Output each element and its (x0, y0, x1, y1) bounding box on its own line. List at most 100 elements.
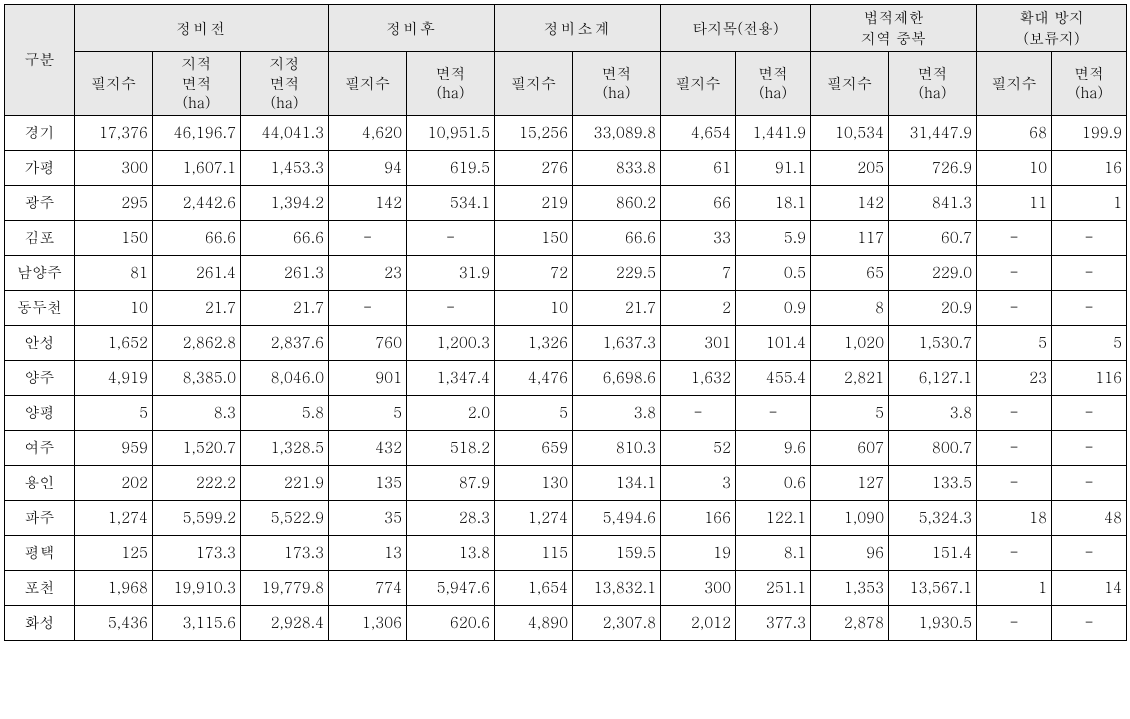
data-cell: 1,090 (811, 500, 889, 535)
data-cell: 125 (75, 535, 153, 570)
data-cell: 122.1 (736, 500, 811, 535)
data-cell: 1,347.4 (407, 360, 495, 395)
data-cell: 251.1 (736, 570, 811, 605)
header-area-6: 면적 (ha) (1052, 52, 1127, 116)
data-cell: 4,620 (329, 115, 407, 150)
data-cell: 0.5 (736, 255, 811, 290)
header-cadastral-area: 지적 면적 (ha) (153, 52, 241, 116)
header-parcels-6: 필지수 (977, 52, 1052, 116)
row-label: 양주 (5, 360, 75, 395)
table-row: 광주2952,442.61,394.2142534.1219860.26618.… (5, 185, 1127, 220)
data-cell: 3.8 (573, 395, 661, 430)
row-label: 남양주 (5, 255, 75, 290)
data-cell: 2 (661, 290, 736, 325)
data-cell: 115 (495, 535, 573, 570)
data-cell: 101.4 (736, 325, 811, 360)
data-cell: 116 (1052, 360, 1127, 395)
data-cell: - (1052, 395, 1127, 430)
data-cell: 3 (661, 465, 736, 500)
data-cell: - (977, 255, 1052, 290)
data-cell: 261.4 (153, 255, 241, 290)
data-cell: 10,534 (811, 115, 889, 150)
data-cell: 8,385.0 (153, 360, 241, 395)
data-cell: - (1052, 430, 1127, 465)
data-cell: 33,089.8 (573, 115, 661, 150)
data-cell: - (977, 430, 1052, 465)
data-cell: 1 (1052, 185, 1127, 220)
data-cell: 5.9 (736, 220, 811, 255)
data-cell: - (977, 535, 1052, 570)
data-cell: 432 (329, 430, 407, 465)
data-cell: 229.5 (573, 255, 661, 290)
data-cell: 1,353 (811, 570, 889, 605)
data-cell: 5,599.2 (153, 500, 241, 535)
table-row: 동두천1021.721.7--1021.720.9820.9-- (5, 290, 1127, 325)
table-row: 김포15066.666.6--15066.6335.911760.7-- (5, 220, 1127, 255)
data-cell: 1,530.7 (889, 325, 977, 360)
data-cell: 91.1 (736, 150, 811, 185)
data-cell: 72 (495, 255, 573, 290)
data-cell: 261.3 (241, 255, 329, 290)
data-cell: 4,919 (75, 360, 153, 395)
data-cell: - (407, 290, 495, 325)
data-cell: 150 (495, 220, 573, 255)
data-cell: 219 (495, 185, 573, 220)
row-label: 포천 (5, 570, 75, 605)
table-row: 양평58.35.852.053.8--53.8-- (5, 395, 1127, 430)
data-cell: 5 (1052, 325, 1127, 360)
data-cell: - (736, 395, 811, 430)
data-cell: - (1052, 290, 1127, 325)
header-parcels-5: 필지수 (811, 52, 889, 116)
data-cell: 1,968 (75, 570, 153, 605)
data-cell: 2,878 (811, 605, 889, 640)
data-cell: 23 (977, 360, 1052, 395)
data-cell: 295 (75, 185, 153, 220)
data-cell: 800.7 (889, 430, 977, 465)
data-cell: 19,910.3 (153, 570, 241, 605)
row-label: 안성 (5, 325, 75, 360)
data-cell: 17,376 (75, 115, 153, 150)
data-cell: 2.0 (407, 395, 495, 430)
data-cell: - (1052, 220, 1127, 255)
data-cell: 205 (811, 150, 889, 185)
data-cell: 1,654 (495, 570, 573, 605)
data-cell: 5,522.9 (241, 500, 329, 535)
data-cell: 276 (495, 150, 573, 185)
data-cell: - (977, 465, 1052, 500)
data-cell: 13 (329, 535, 407, 570)
data-cell: 134.1 (573, 465, 661, 500)
data-cell: 3,115.6 (153, 605, 241, 640)
data-cell: 659 (495, 430, 573, 465)
table-row: 파주1,2745,599.25,522.93528.31,2745,494.61… (5, 500, 1127, 535)
data-cell: 173.3 (241, 535, 329, 570)
header-group-subtotal: 정비소계 (495, 5, 661, 52)
header-area-2: 면적 (ha) (407, 52, 495, 116)
data-cell: 1,441.9 (736, 115, 811, 150)
data-cell: 133.5 (889, 465, 977, 500)
data-cell: 31.9 (407, 255, 495, 290)
row-label: 용인 (5, 465, 75, 500)
data-cell: 1,328.5 (241, 430, 329, 465)
data-cell: 2,928.4 (241, 605, 329, 640)
data-cell: 65 (811, 255, 889, 290)
row-label: 동두천 (5, 290, 75, 325)
data-cell: 9.6 (736, 430, 811, 465)
data-cell: 0.6 (736, 465, 811, 500)
data-cell: 1,274 (495, 500, 573, 535)
data-cell: 1,632 (661, 360, 736, 395)
data-cell: 150 (75, 220, 153, 255)
header-area-3: 면적 (ha) (573, 52, 661, 116)
data-cell: 7 (661, 255, 736, 290)
data-cell: 221.9 (241, 465, 329, 500)
data-cell: 173.3 (153, 535, 241, 570)
data-cell: 229.0 (889, 255, 977, 290)
header-group-other: 타지목(전용) (661, 5, 811, 52)
data-cell: 28.3 (407, 500, 495, 535)
header-designated-area: 지정 면적 (ha) (241, 52, 329, 116)
data-cell: 199.9 (1052, 115, 1127, 150)
data-cell: 8 (811, 290, 889, 325)
table-row: 용인202222.2221.913587.9130134.130.6127133… (5, 465, 1127, 500)
data-cell: 1,274 (75, 500, 153, 535)
data-cell: 3.8 (889, 395, 977, 430)
data-cell: 301 (661, 325, 736, 360)
